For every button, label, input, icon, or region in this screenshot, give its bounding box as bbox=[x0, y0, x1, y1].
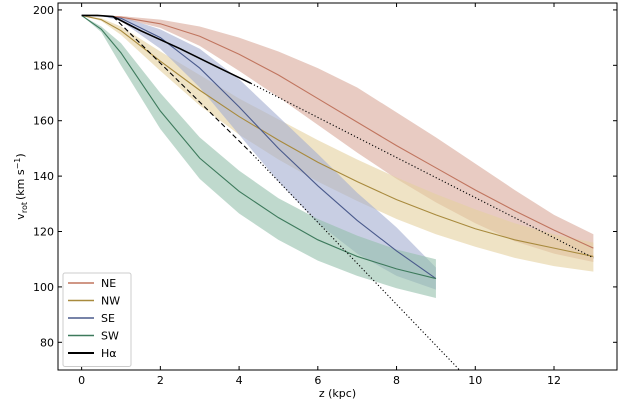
legend-label-h: Hα bbox=[101, 347, 117, 360]
y-axis-label-units: (km s bbox=[14, 169, 27, 200]
legend: NE NW SE SW Hα bbox=[62, 272, 132, 367]
series-line-h bbox=[81, 14, 252, 85]
extrapolation-dotted-2 bbox=[250, 152, 460, 370]
y-axis-label: vrot (km s−1) bbox=[13, 153, 29, 219]
extrapolation-dotted-0 bbox=[250, 82, 594, 259]
x-tick-label: 8 bbox=[393, 374, 400, 387]
x-axis-label: z (kpc) bbox=[319, 387, 356, 400]
y-tick-label: 200 bbox=[33, 4, 54, 17]
legend-label-ne: NE bbox=[101, 277, 116, 290]
y-tick-label: 100 bbox=[33, 281, 54, 294]
band-se bbox=[81, 15, 436, 290]
y-axis-label-sub: rot bbox=[20, 202, 29, 213]
legend-label-sw: SW bbox=[101, 330, 119, 343]
x-tick-label: 4 bbox=[236, 374, 243, 387]
x-tick-label: 2 bbox=[157, 374, 164, 387]
x-tick-label: 12 bbox=[547, 374, 561, 387]
ticks-layer: 0 2 4 6 8 10 12 80 100 120 140 160 180 200 bbox=[33, 3, 617, 387]
lines-layer bbox=[81, 14, 594, 370]
y-axis-label-main: v bbox=[14, 213, 27, 220]
legend-items: NE NW SE SW Hα bbox=[68, 277, 120, 360]
y-tick-label: 80 bbox=[40, 336, 54, 349]
series-line-ne bbox=[81, 14, 594, 249]
band-nw bbox=[81, 15, 594, 272]
y-axis-label-close: ) bbox=[14, 153, 27, 157]
x-tick-label: 0 bbox=[78, 374, 85, 387]
x-tick-label: 10 bbox=[468, 374, 482, 387]
plot-frame bbox=[57, 2, 618, 371]
bands-layer bbox=[81, 15, 594, 298]
y-tick-label: 180 bbox=[33, 59, 54, 72]
y-tick-label: 160 bbox=[33, 115, 54, 128]
series-line-sw bbox=[81, 15, 437, 280]
extrapolation-dashed-1 bbox=[112, 16, 252, 153]
legend-label-nw: NW bbox=[101, 295, 120, 308]
y-axis-label-exp: −1 bbox=[13, 158, 22, 170]
series-line-nw bbox=[81, 14, 594, 257]
legend-label-se: SE bbox=[101, 312, 115, 325]
legend-box bbox=[62, 272, 132, 367]
band-ne bbox=[81, 15, 594, 262]
y-tick-label: 140 bbox=[33, 170, 54, 183]
y-tick-label: 120 bbox=[33, 226, 54, 239]
x-tick-label: 6 bbox=[314, 374, 321, 387]
